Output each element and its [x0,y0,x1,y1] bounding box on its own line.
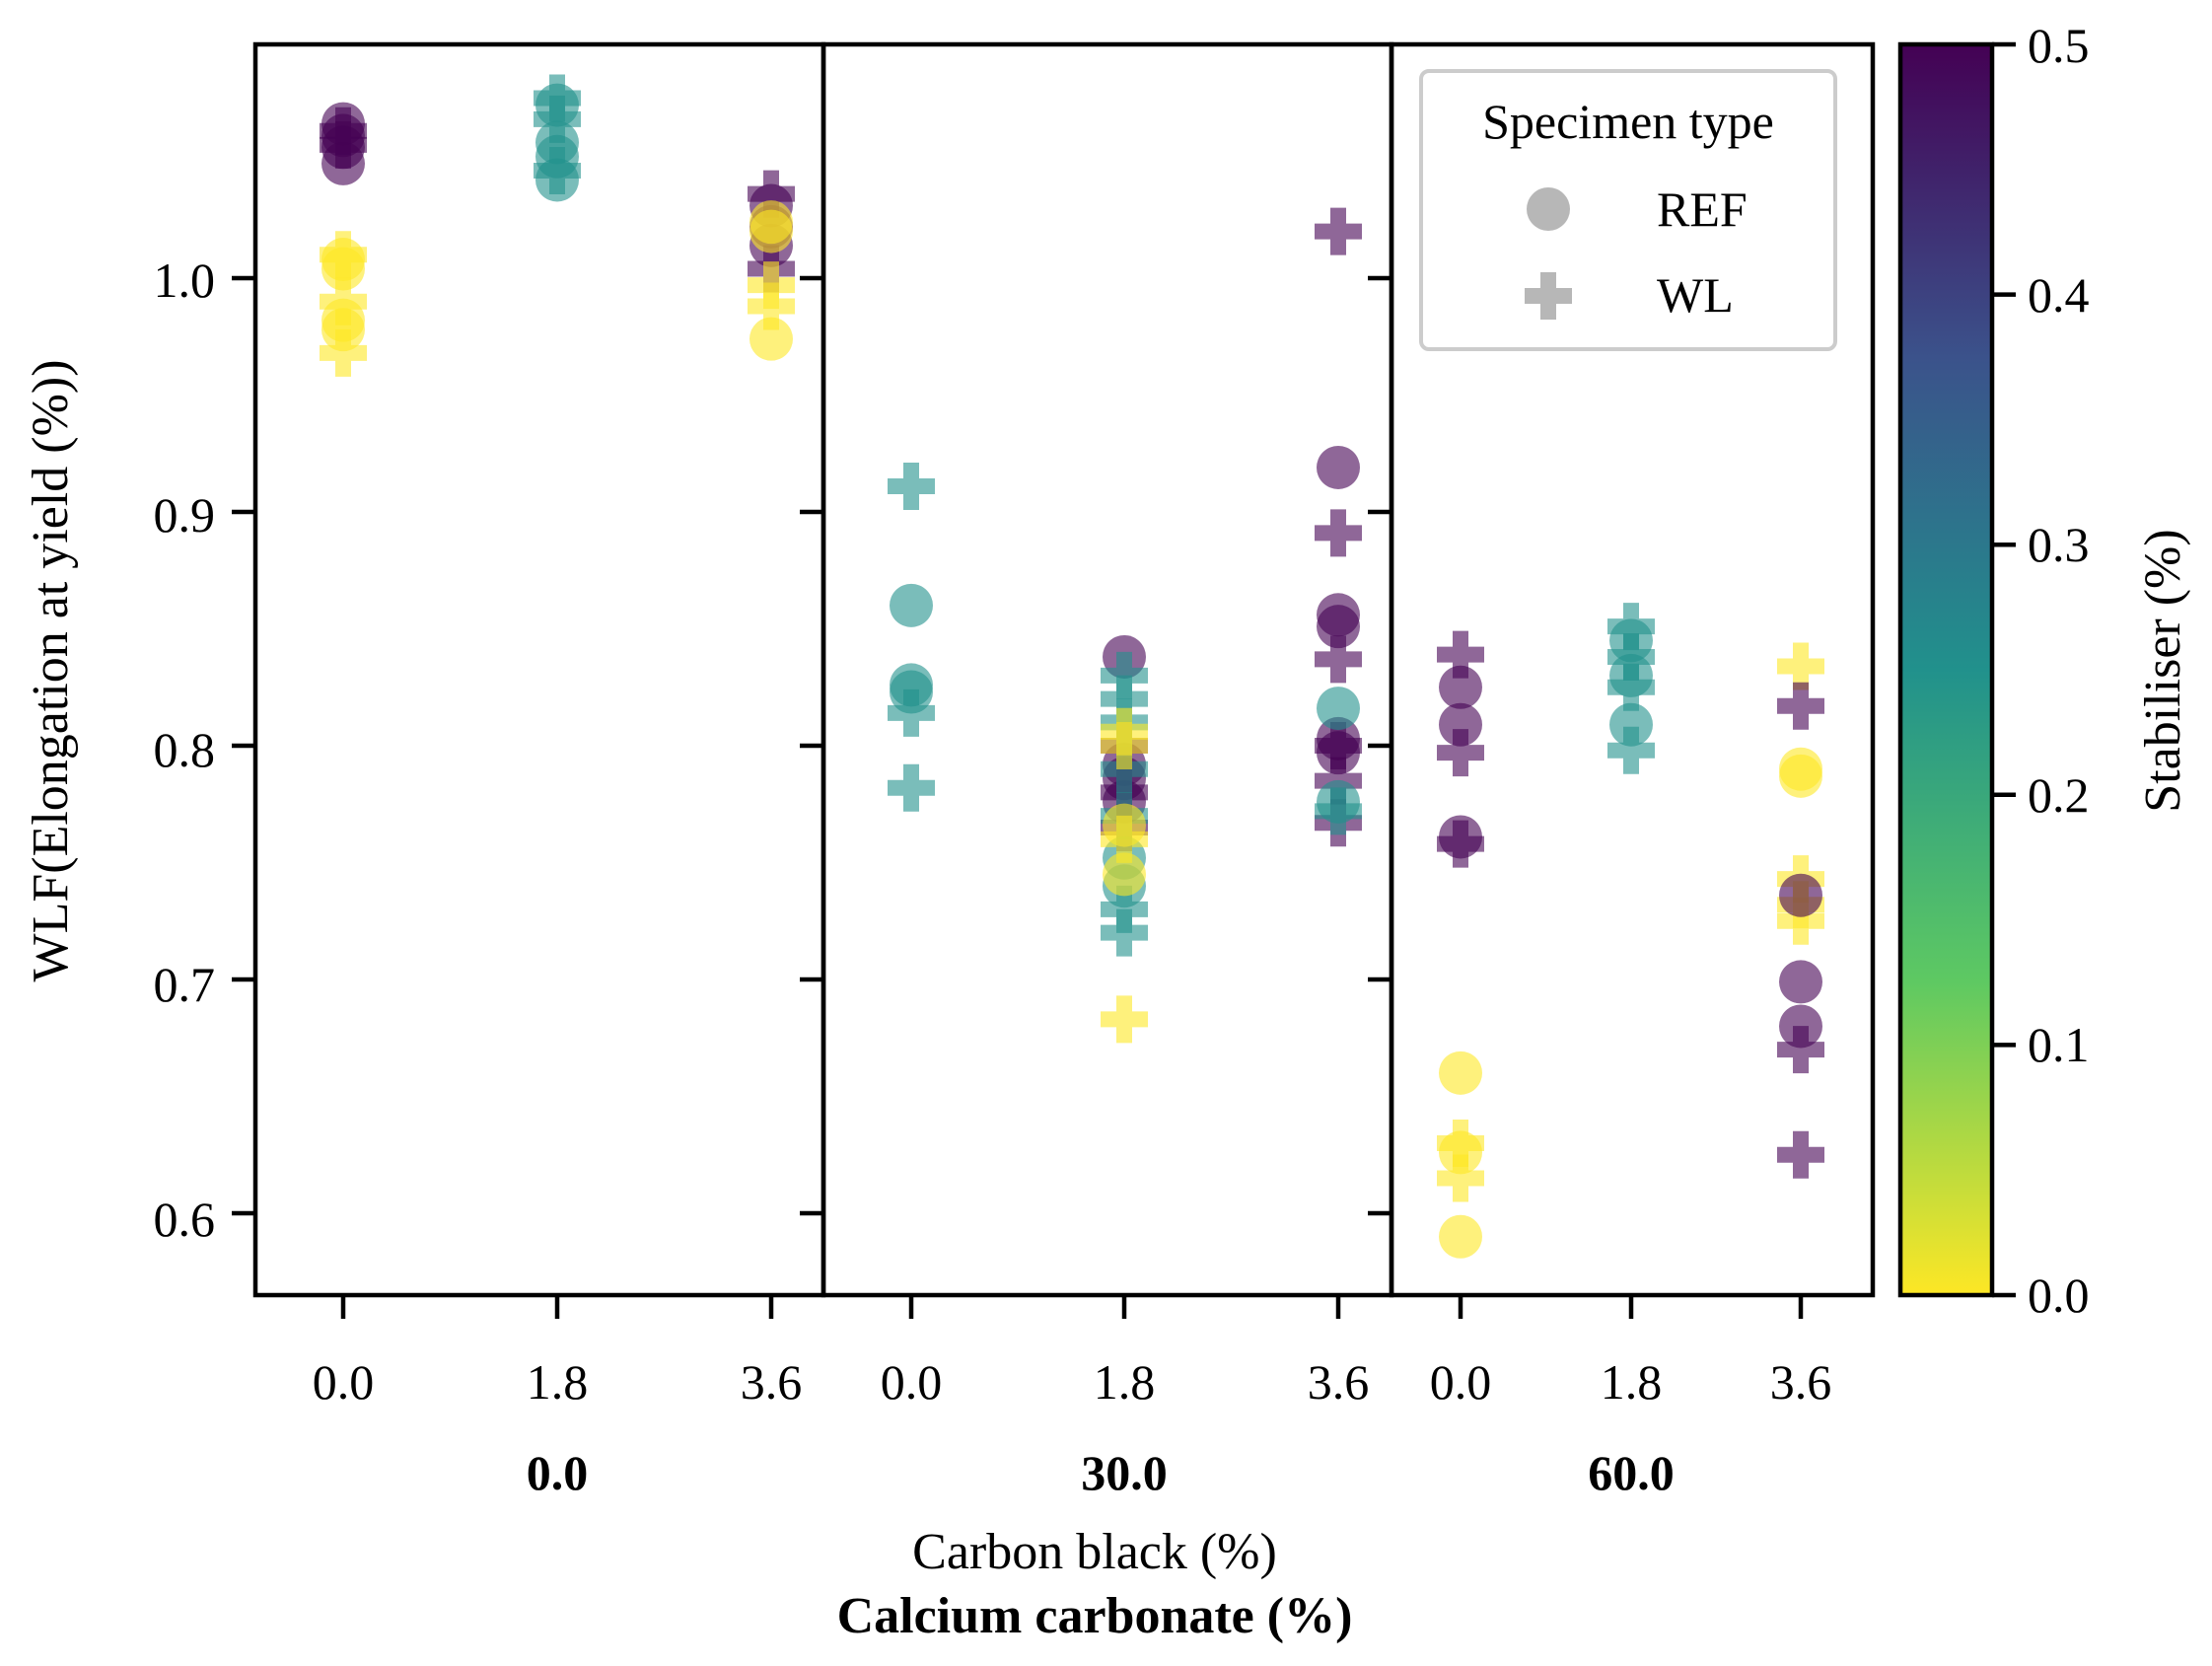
data-point-wl [1437,1119,1484,1167]
data-point-wl [1437,729,1484,777]
data-point-wl [1607,603,1655,651]
data-point-wl [1101,995,1148,1044]
data-point-wl [534,95,581,143]
data-point-wl [320,231,367,279]
data-point-wl [1315,722,1362,770]
y-tick-label: 0.9 [154,487,216,543]
x-tick-label: 0.0 [1430,1354,1492,1410]
colorbar-tick-label: 0.1 [2028,1017,2090,1072]
data-point-ref [1317,687,1360,731]
data-point-ref [1103,852,1146,897]
data-point-wl [1607,726,1655,774]
data-point-wl [1437,630,1484,679]
legend-label-ref: REF [1657,181,1748,237]
data-point-ref [749,317,793,361]
data-point-wl [888,688,935,737]
legend-circle-marker [1527,187,1570,231]
data-point-wl [888,763,935,812]
data-point-wl [748,282,795,330]
data-point-ref [1439,1214,1482,1259]
data-point-wl [320,120,367,169]
legend-plus-marker [1525,272,1572,320]
data-point-ref [890,583,933,627]
data-point-ref [1779,960,1822,1004]
group-label: 0.0 [527,1445,589,1500]
colorbar-tick-label: 0.2 [2028,767,2090,823]
data-point-wl [1101,815,1148,863]
colorbar: 0.0 0.1 0.2 0.3 0.4 0.5 Stabiliser (%) [1897,18,2191,1323]
legend-label-wl: WL [1657,267,1734,323]
data-point-ref [1439,1050,1482,1095]
data-point-wl [320,277,367,326]
y-tick-label: 1.0 [154,253,216,308]
x-tick-label: 1.8 [527,1354,589,1410]
colorbar-tick-label: 0.4 [2028,267,2090,323]
y-tick-label: 0.7 [154,957,216,1012]
data-point-wl [320,328,367,377]
data-points [320,74,1824,1259]
axis-ticks [232,275,1804,1319]
data-point-wl [1101,908,1148,957]
data-point-wl [1315,509,1362,557]
data-point-wl [534,146,581,194]
legend-title: Specimen type [1482,94,1774,149]
x-tick-label: 1.8 [1094,1354,1156,1410]
group-label: 30.0 [1081,1445,1168,1500]
legend: Specimen type REF WL [1419,69,1837,351]
data-point-ref [749,209,793,254]
data-point-wl [1607,663,1655,711]
x-tick-label: 0.0 [313,1354,375,1410]
colorbar-gradient [1897,41,1995,1298]
x-tick-label: 3.6 [1308,1354,1370,1410]
data-point-wl [1315,787,1362,835]
legend-box [1419,69,1837,351]
data-point-ref [1779,873,1822,917]
data-point-ref [1317,605,1360,649]
data-point-wl [1315,207,1362,255]
y-axis-title: WLF(Elongation at yield (%)) [23,359,79,981]
data-point-wl [1777,682,1824,730]
colorbar-title: Stabiliser (%) [2135,529,2191,812]
data-point-wl [888,462,935,510]
x-axis-title: Carbon black (%) [912,1524,1277,1580]
x-tick-label: 3.6 [1770,1354,1832,1410]
data-point-wl [1437,820,1484,868]
data-point-wl [1607,632,1655,681]
data-point-wl [1777,897,1824,945]
data-point-wl [1437,1154,1484,1202]
data-point-wl [1101,722,1148,770]
colorbar-ticks [1992,41,2016,1298]
x-axis-group-title: Calcium carbonate (%) [837,1588,1353,1644]
colorbar-tick-label: 0.5 [2028,18,2090,73]
data-point-ref [1439,702,1482,747]
x-tick-label: 1.8 [1601,1354,1663,1410]
data-point-wl [1777,642,1824,690]
group-label: 60.0 [1588,1445,1675,1500]
x-tick-label: 0.0 [881,1354,943,1410]
data-point-ref [1439,665,1482,709]
colorbar-tick-label: 0.0 [2028,1268,2090,1323]
x-tick-label: 3.6 [741,1354,803,1410]
data-point-ref [1317,445,1360,489]
data-point-ref [1779,754,1822,798]
data-point-wl [1777,1130,1824,1179]
colorbar-tick-label: 0.3 [2028,517,2090,572]
y-tick-label: 0.8 [154,722,216,777]
y-tick-label: 0.6 [154,1192,216,1247]
data-point-wl [748,170,795,218]
data-point-wl [1315,635,1362,684]
data-point-ref [1609,702,1653,747]
data-point-wl [1777,1026,1824,1074]
